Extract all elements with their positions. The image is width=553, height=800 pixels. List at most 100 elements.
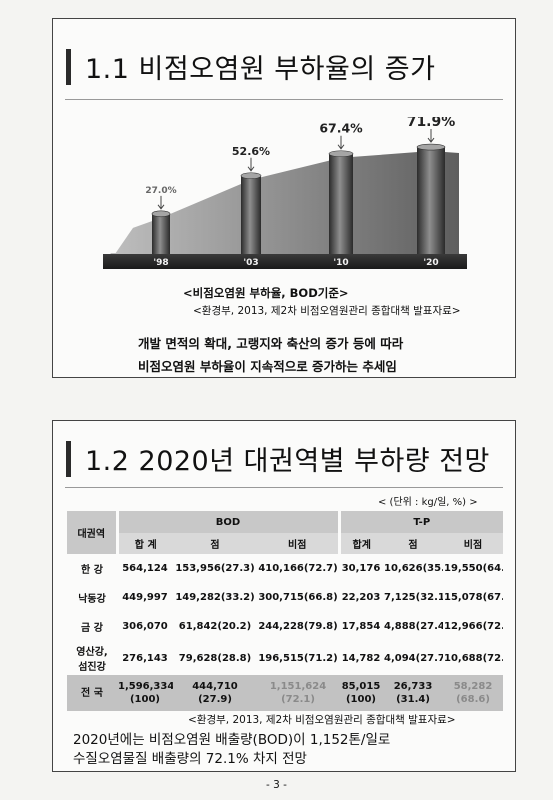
total-value: 26,733 [393,681,433,692]
total-cell: 444,710 (27.9) [173,675,257,711]
data-cell: 17,854 [341,621,381,632]
data-cell: 30,176 [341,563,381,574]
table-source: <환경부, 2013, 제2차 비점오염원관리 종합대책 발표자료> [188,714,456,726]
data-cell: 410,166(72.7) [258,563,338,574]
total-cell: 85,015 (100) [339,675,383,711]
data-cell: 564,124 [122,563,168,574]
tp-total-header: 합계 [337,533,383,554]
data-cell: 300,715(66.8) [258,592,338,603]
description-line-1: 개발 면적의 확대, 고랭지와 축산의 증가 등에 따라 [138,336,404,351]
total-cell: 1,151,624 (72.1) [257,675,339,711]
total-cell: 58,282 (68.6) [443,675,503,711]
category-label-3: '20 [423,258,438,268]
bar-cap-0 [151,210,171,218]
region-cell: 영산강, 섬진강 [67,641,117,675]
total-percent: (72.1) [281,694,315,705]
region-line: 섬진강 [78,662,106,673]
bar-2 [329,153,353,254]
conclusion-line-1: 2020년에는 비점오염원 배출량(BOD)이 1,152톤/일로 [73,732,391,748]
bar-cap-3 [416,143,446,151]
total-value: 58,282 [453,681,493,692]
data-cell: 244,228(79.8) [258,621,338,632]
category-label-2: '10 [333,258,348,268]
total-cell: 26,733 (31.4) [383,675,443,711]
table-row: 영산강, 섬진강 276,143 79,628(28.8) 196,515(71.… [67,641,503,675]
data-cell: 19,550(64.8) [444,563,503,574]
data-cell: 79,628(28.8) [178,652,252,664]
bar-cap-2 [328,150,354,158]
tp-nonpoint-header: 비점 [443,533,503,554]
data-cell: 12,966(72.6) [444,621,503,632]
data-cell: 10,626(35.2) [384,563,443,574]
tp-group-header: T-P [337,511,503,533]
slide1-title: 1.1 비점오염원 부하율의 증가 [85,54,436,85]
value-label-3: 71.9% [407,117,456,130]
chart-source: <환경부, 2013, 제2차 비점오염원관리 종합대책 발표자료> [193,305,461,317]
bod-group-header: BOD [115,511,339,533]
chart-svg: 27.0% '98 52.6% '03 67.4% '10 71.9% '20 [103,117,467,269]
chart-caption: <비점오염원 부하율, BOD기준> [183,286,349,300]
total-value: 1,151,624 [269,681,327,692]
data-cell: 22,203 [341,592,381,603]
page-number: - 3 - [266,779,287,791]
data-cell: 10,688(72.3) [444,652,503,664]
region-cell: 금 강 [81,623,103,634]
data-cell: 449,997 [122,592,168,603]
load-forecast-table: 대권역 BOD T-P 합 계 점 비점 합계 점 비점 한 강 564,124… [67,511,503,711]
bar-cap-1 [240,172,262,180]
bar-1 [241,175,261,254]
total-cell: 1,596,334 (100) [117,675,173,711]
total-percent: (100) [345,694,376,705]
data-cell: 61,842(20.2) [178,621,252,632]
trend-ramp [115,151,459,254]
data-cell: 196,515(71.2) [258,652,338,664]
value-label-1: 52.6% [232,145,270,158]
bar-0 [152,213,170,254]
region-cell: 낙동강 [78,594,106,605]
value-label-0: 27.0% [145,186,176,196]
data-cell: 4,888(27.4) [384,621,443,632]
bod-total-header: 합 계 [115,533,173,554]
title-accent-bar [66,441,71,477]
data-cell: 149,282(33.2) [175,592,255,603]
total-percent: (100) [129,694,160,705]
value-arrow-2 [337,135,345,150]
value-arrow-1 [247,157,255,172]
table-row: 낙동강 449,997 149,282(33.2) 300,715(66.8) … [67,583,503,612]
tp-point-header: 점 [383,533,443,554]
slide-regional-load-forecast: 1.2 2020년 대권역별 부하량 전망 < (단위 : kg/일, %) >… [52,420,516,772]
value-label-2: 67.4% [319,121,363,136]
value-arrow-3 [427,129,435,143]
category-label-0: '98 [153,258,168,268]
unit-label: < (단위 : kg/일, %) > [378,497,478,508]
bod-nonpoint-header: 비점 [257,533,339,554]
total-percent: (68.6) [456,694,490,705]
category-label-1: '03 [243,258,258,268]
total-row: 전 국 1,596,334 (100) 444,710 (27.9) 1,151,6… [67,675,503,711]
bod-point-header: 점 [173,533,257,554]
data-cell: 153,956(27.3) [175,563,255,574]
slide2-title: 1.2 2020년 대권역별 부하량 전망 [85,446,490,477]
title-divider [65,487,503,488]
conclusion-line-2: 수질오염물질 배출량의 72.1% 차지 전망 [73,751,307,767]
title-accent-bar [66,49,71,85]
chart-base [103,254,467,269]
total-region-cell: 전 국 [67,675,117,711]
region-header: 대권역 [67,511,117,554]
region-line: 영산강, [76,647,108,658]
table-row: 한 강 564,124 153,956(27.3) 410,166(72.7) … [67,554,503,583]
total-value: 444,710 [192,681,238,692]
description-line-2: 비점오염원 부하율이 지속적으로 증가하는 추세임 [138,359,397,374]
load-ratio-chart: 27.0% '98 52.6% '03 67.4% '10 71.9% '20 [93,117,473,277]
slide-nonpoint-load-ratio: 1.1 비점오염원 부하율의 증가 [52,18,516,378]
data-cell: 276,143 [122,652,168,664]
region-cell: 한 강 [81,565,103,576]
data-cell: 15,078(67.9) [444,592,503,603]
total-value: 1,596,334 [118,681,173,692]
data-cell: 306,070 [122,621,168,632]
data-cell: 4,094(27.7) [384,652,443,664]
total-percent: (31.4) [396,694,430,705]
title-divider [65,99,503,100]
total-value: 85,015 [341,681,381,692]
total-percent: (27.9) [198,694,232,705]
